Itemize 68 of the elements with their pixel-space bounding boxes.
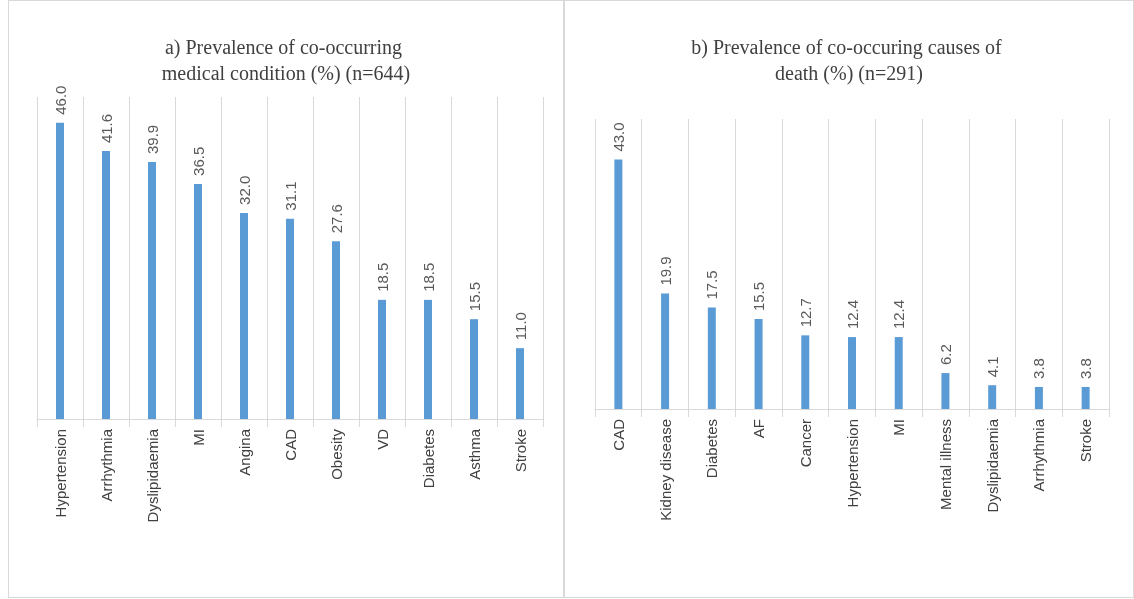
bar: [56, 122, 64, 419]
x-tick-label: Hypertension: [843, 419, 861, 508]
bar: [194, 183, 202, 419]
data-label: 15.5: [750, 281, 768, 312]
data-label: 43.0: [609, 122, 627, 152]
data-label: 27.6: [327, 204, 345, 234]
x-tick-label: Cancer: [796, 419, 814, 468]
bar: [707, 307, 716, 409]
data-label: 46.0: [51, 85, 69, 115]
x-tick-label: Dyslipidaemia: [143, 428, 161, 523]
bar: [848, 337, 856, 409]
data-label: 12.4: [890, 299, 908, 330]
data-label: 18.5: [419, 262, 437, 292]
x-tick-label: AF: [750, 419, 768, 439]
x-tick-label: Arrhythmia: [1030, 418, 1048, 492]
bar: [1034, 386, 1043, 409]
data-label: 17.5: [703, 270, 721, 300]
data-label: 3.8: [1077, 358, 1095, 379]
x-tick-label: CAD: [609, 418, 627, 451]
bar: [1081, 386, 1090, 409]
x-tick-label: Asthma: [465, 428, 483, 480]
x-tick-label: MI: [189, 429, 207, 446]
data-label: 18.5: [373, 262, 391, 292]
x-tick-label: Kidney disease: [656, 419, 674, 521]
x-tick-label: Hypertension: [51, 429, 69, 518]
x-tick-label: Stroke: [511, 429, 529, 473]
bar: [754, 319, 763, 409]
x-tick-label: CAD: [281, 428, 299, 461]
data-label: 4.1: [983, 356, 1001, 378]
bar: [941, 373, 950, 409]
bar: [516, 348, 524, 419]
data-label: 32.0: [235, 175, 253, 205]
x-tick-label: Dyslipidaemia: [983, 418, 1001, 513]
x-tick-label: Diabetes: [703, 419, 721, 479]
data-label: 12.4: [843, 299, 861, 330]
bar: [378, 299, 386, 419]
data-label: 3.8: [1030, 358, 1048, 379]
bar: [332, 241, 340, 419]
bar: [240, 212, 248, 419]
x-tick-label: VD: [373, 428, 391, 450]
data-label: 39.9: [143, 124, 161, 155]
x-tick-label: MI: [890, 419, 908, 436]
bar: [148, 162, 156, 419]
x-tick-label: Stroke: [1077, 419, 1095, 463]
x-tick-label: Angina: [235, 428, 253, 476]
bar: [801, 335, 810, 409]
bar: [661, 293, 670, 409]
bar: [102, 151, 110, 419]
data-label: 12.7: [796, 298, 814, 328]
x-tick-label: Mental illness: [936, 419, 954, 510]
bar: [424, 299, 432, 419]
data-label: 11.0: [511, 312, 529, 341]
bar: [286, 218, 294, 419]
data-label: 41.6: [97, 113, 115, 144]
bar: [894, 337, 903, 409]
chart-title: b) Prevalence of co-occuring causes of death (%) (n=291): [691, 36, 1007, 85]
bar: [988, 385, 997, 409]
chart-title: a) Prevalence of co-occurring medical condition (%) (n=644): [161, 36, 411, 85]
bar: [470, 319, 478, 419]
x-tick-label: Arrhythmia: [97, 428, 115, 502]
x-tick-label: Diabetes: [419, 429, 437, 489]
data-label: 19.9: [656, 256, 674, 286]
data-label: 15.5: [465, 281, 483, 312]
data-label: 6.2: [936, 344, 954, 366]
data-label: 31.1: [281, 181, 299, 211]
data-label: 36.5: [189, 146, 207, 176]
x-tick-label: Obesity: [327, 428, 345, 480]
bar: [614, 159, 623, 409]
